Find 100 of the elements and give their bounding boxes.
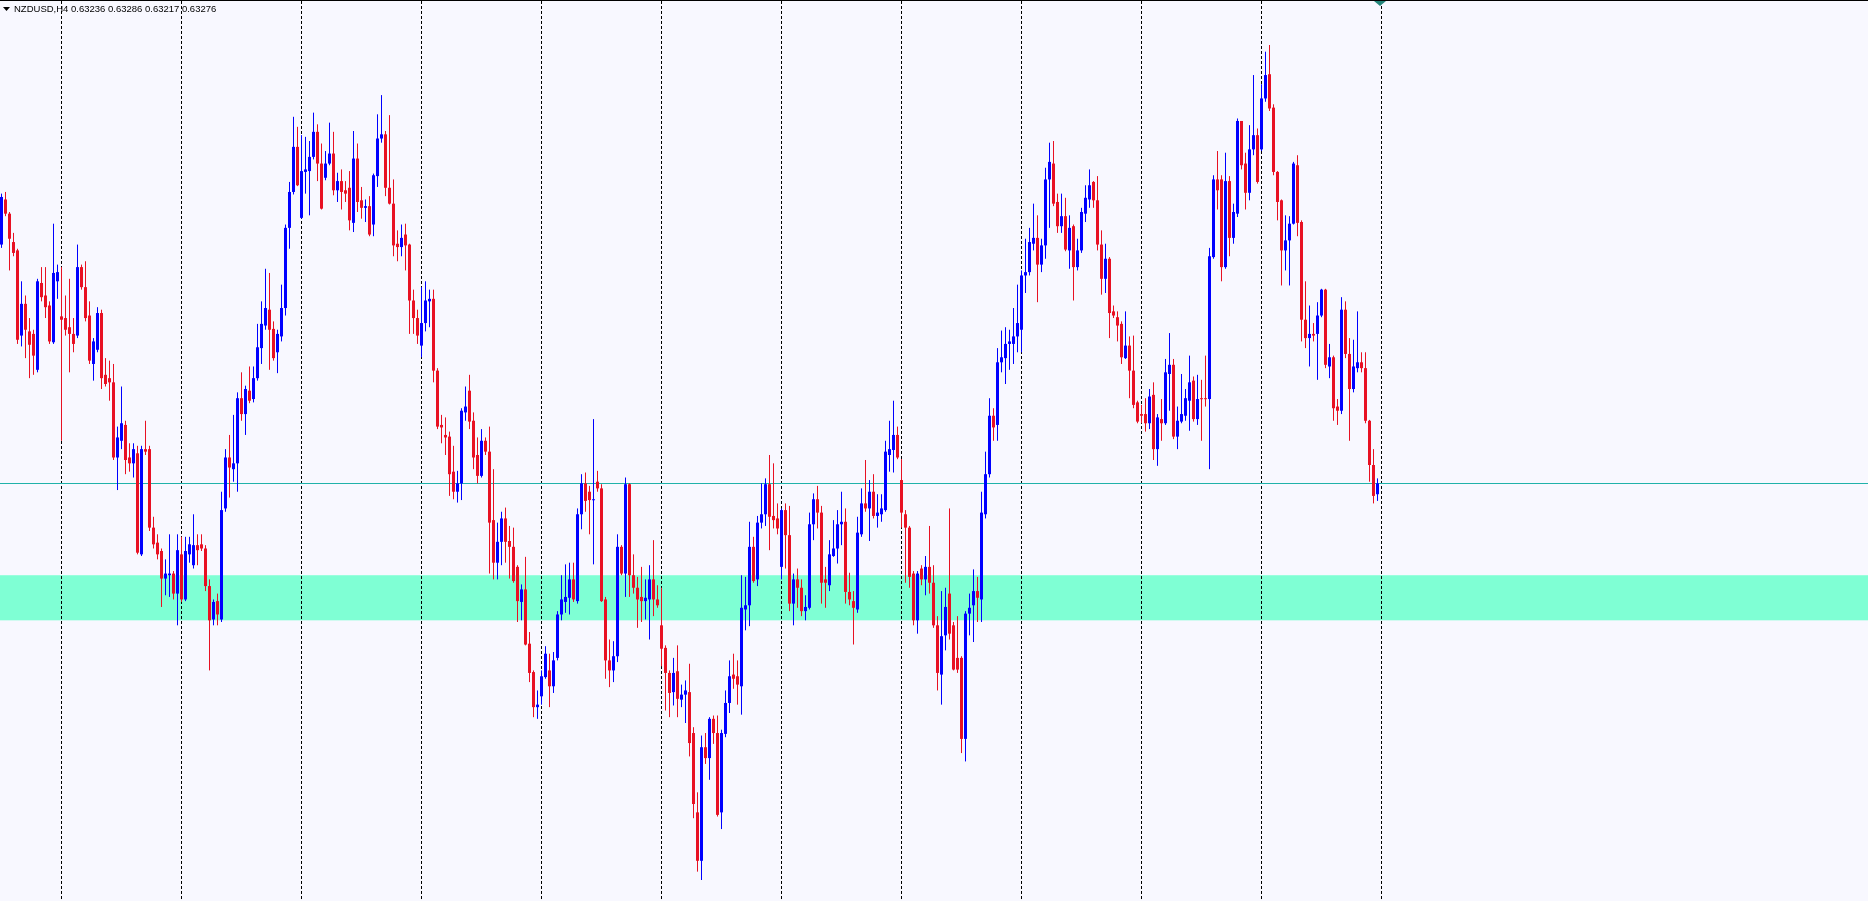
candlestick (308, 140, 311, 216)
candlestick (1376, 477, 1379, 502)
candlestick (632, 553, 635, 595)
candlestick (772, 462, 775, 529)
candlestick (1060, 193, 1063, 234)
candlestick (968, 593, 971, 636)
candlestick (520, 583, 523, 621)
candlestick (152, 516, 155, 550)
candlestick (656, 584, 659, 609)
candlestick (800, 578, 803, 617)
candlestick (1312, 322, 1315, 342)
candlestick (500, 511, 503, 566)
candlestick (412, 289, 415, 335)
candlestick (564, 563, 567, 614)
candlestick (920, 564, 923, 586)
candlestick (164, 558, 167, 596)
candlestick (80, 264, 83, 291)
candlestick (416, 309, 419, 345)
candlestick (456, 470, 459, 504)
candlestick (1284, 214, 1287, 271)
candlestick (340, 168, 343, 210)
candlestick (560, 574, 563, 621)
candlestick (1308, 305, 1311, 367)
candlestick (1008, 329, 1011, 371)
candlestick (1360, 351, 1363, 373)
candlestick (1328, 343, 1331, 379)
candlestick (336, 172, 339, 203)
candlestick (1316, 301, 1319, 381)
candlestick (1176, 406, 1179, 450)
candlestick (1144, 397, 1147, 433)
candlestick (796, 568, 799, 609)
candlestick (1288, 215, 1291, 286)
candlestick (592, 418, 595, 565)
candlestick (596, 470, 599, 493)
candlestick (248, 365, 251, 404)
candlestick (1068, 214, 1071, 270)
candlestick (1264, 51, 1267, 103)
candlestick (404, 223, 407, 271)
candlestick (1160, 398, 1163, 442)
candlestick (364, 198, 367, 223)
candlestick (668, 669, 671, 718)
candlestick (216, 593, 219, 626)
candlestick (876, 493, 879, 529)
candlestick (1188, 355, 1191, 432)
candlestick (1140, 404, 1143, 424)
candlestick (1352, 339, 1355, 393)
candlestick (424, 280, 427, 332)
candlestick (928, 525, 931, 595)
candlestick (736, 659, 739, 706)
candlestick (4, 191, 7, 217)
candlestick (1000, 330, 1003, 373)
candlestick (60, 266, 63, 442)
candlestick (324, 150, 327, 181)
candlestick (636, 576, 639, 629)
candlestick (1304, 280, 1307, 349)
candlestick (196, 533, 199, 566)
candlestick (268, 272, 271, 371)
candlestick (1012, 307, 1015, 365)
candlestick (704, 732, 707, 765)
candlestick (1104, 243, 1107, 294)
candlestick (504, 507, 507, 564)
candlestick (680, 684, 683, 708)
candlestick (732, 653, 735, 690)
candlestick (648, 564, 651, 641)
candlestick (572, 562, 575, 603)
candlestick (612, 640, 615, 683)
candlestick (1200, 379, 1203, 442)
candlestick (644, 578, 647, 620)
candlestick (496, 522, 499, 580)
candlestick (816, 485, 819, 529)
candlestick (108, 360, 111, 402)
candlestick (672, 657, 675, 706)
candlestick (400, 224, 403, 257)
candlestick (684, 679, 687, 724)
candlestick (28, 317, 31, 379)
candlestick (116, 426, 119, 491)
candlestick (1252, 74, 1255, 156)
candlestick (380, 94, 383, 144)
candlestick (776, 502, 779, 535)
candlestick (972, 568, 975, 643)
candlestick (1004, 326, 1007, 385)
candlestick (1196, 374, 1199, 426)
candlestick (192, 513, 195, 570)
candlestick (712, 715, 715, 745)
candlestick (388, 114, 391, 205)
candlestick (896, 426, 899, 460)
candlestick (652, 539, 655, 617)
candlestick (1204, 355, 1207, 408)
candlestick (252, 365, 255, 403)
candlestick (1076, 238, 1079, 271)
candlestick (172, 570, 175, 600)
candlestick (64, 295, 67, 337)
candlestick (992, 407, 995, 442)
candlestick (588, 485, 591, 535)
candlestick (548, 653, 551, 708)
candlestick (328, 122, 331, 166)
candlestick (864, 459, 867, 513)
candlestick (608, 639, 611, 688)
candlestick (568, 562, 571, 615)
candlestick (420, 286, 423, 358)
